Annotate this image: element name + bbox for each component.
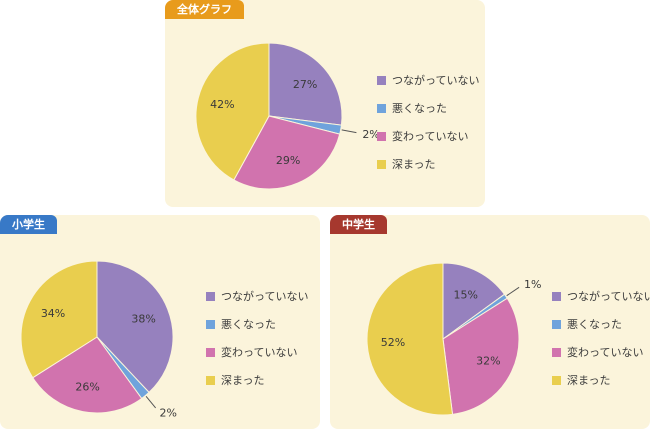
slice-label: 2% — [159, 407, 176, 420]
slice-label: 2% — [362, 128, 379, 141]
slice-label: 15% — [454, 288, 478, 301]
legend-elementary: つながっていない 悪くなった変わっていない 深まった — [206, 282, 308, 394]
legend-label: 変わっていない — [221, 346, 298, 359]
slice-label: 1% — [524, 278, 541, 291]
slice-label: 32% — [476, 354, 500, 367]
slice-label: 52% — [381, 336, 405, 349]
panel-middle: 中学生 15% 1% 32% 52% つながっていない 悪くなった変わっていない 深まった — [330, 215, 650, 429]
legend-swatch — [206, 291, 215, 301]
legend-item: つながっていない — [552, 282, 650, 310]
legend-label: つながっていない — [221, 290, 309, 303]
panel-elementary-title: 小学生 — [0, 215, 57, 234]
legend-item: 悪くなった — [206, 310, 308, 338]
legend-label: つながっていない — [392, 74, 480, 87]
pie-chart-overall: 27% 2% 29% 42% — [195, 42, 380, 190]
legend-label: 悪くなった — [221, 318, 276, 331]
legend-swatch — [206, 375, 215, 385]
legend-label: 深まった — [221, 374, 265, 387]
pie-slice — [20, 260, 98, 379]
legend-swatch — [377, 75, 386, 85]
pie-slice — [366, 262, 454, 416]
legend-swatch — [377, 159, 386, 169]
slice-label: 26% — [75, 380, 99, 393]
legend-item: 変わっていない — [206, 338, 308, 366]
pie-slice — [442, 297, 520, 415]
legend-swatch — [552, 375, 561, 385]
legend-item: 深まった — [552, 366, 650, 394]
legend-swatch — [377, 103, 386, 113]
pie-slice — [442, 262, 506, 340]
legend-item: 変わっていない — [377, 122, 479, 150]
pie-chart-middle: 15% 1% 32% 52% — [366, 262, 542, 416]
legend-swatch — [552, 347, 561, 357]
legend-item: 悪くなった — [377, 94, 479, 122]
panel-overall-title: 全体グラフ — [165, 0, 244, 19]
pie-chart-elementary: 38% 2% 26% 34% — [20, 260, 177, 420]
legend-swatch — [552, 319, 561, 329]
pie-slice — [233, 115, 341, 190]
legend-label: 深まった — [392, 158, 436, 171]
legend-swatch — [206, 319, 215, 329]
slice-label-leader-line — [145, 396, 157, 409]
legend-label: 深まった — [567, 374, 611, 387]
slice-label: 29% — [276, 154, 300, 167]
slice-label-leader-line — [341, 129, 357, 134]
legend-item: 深まった — [206, 366, 308, 394]
legend-overall: つながっていない 悪くなった変わっていない 深まった — [377, 66, 479, 178]
legend-label: 変わっていない — [392, 130, 469, 143]
legend-item: 変わっていない — [552, 338, 650, 366]
legend-item: 深まった — [377, 150, 479, 178]
legend-swatch — [377, 131, 386, 141]
slice-label: 38% — [131, 313, 155, 326]
legend-label: 悪くなった — [567, 318, 622, 331]
pie-slice — [195, 42, 270, 181]
slice-label-leader-line — [506, 286, 520, 297]
legend-label: つながっていない — [567, 290, 650, 303]
pie-slice — [96, 260, 174, 394]
legend-item: つながっていない — [377, 66, 479, 94]
slice-label: 42% — [210, 98, 234, 111]
pie-slice — [268, 42, 343, 126]
legend-item: つながっていない — [206, 282, 308, 310]
panel-middle-title: 中学生 — [330, 215, 387, 234]
legend-item: 悪くなった — [552, 310, 650, 338]
slice-label: 34% — [41, 307, 65, 320]
legend-label: 悪くなった — [392, 102, 447, 115]
pie-slice — [32, 336, 143, 414]
panel-overall: 全体グラフ 27% 2% 29% 42% つながっていない 悪くなった変わっていない 深ま… — [165, 0, 485, 207]
legend-swatch — [552, 291, 561, 301]
legend-swatch — [206, 347, 215, 357]
slice-label: 27% — [293, 78, 317, 91]
panel-elementary: 小学生 38% 2% 26% 34% つながっていない 悪くなった変わっていない 深まった — [0, 215, 320, 429]
legend-label: 変わっていない — [567, 346, 644, 359]
legend-middle: つながっていない 悪くなった変わっていない 深まった — [552, 282, 650, 394]
